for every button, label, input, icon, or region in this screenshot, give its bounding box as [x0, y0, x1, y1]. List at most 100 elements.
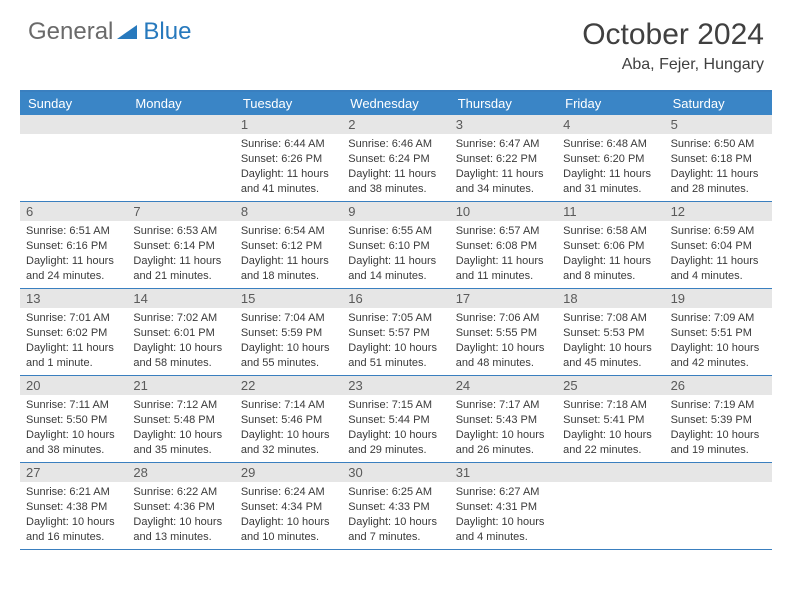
sunrise-text: Sunrise: 6:44 AM	[241, 137, 336, 152]
week-row: 6Sunrise: 6:51 AMSunset: 6:16 PMDaylight…	[20, 202, 772, 289]
date-number	[665, 463, 772, 482]
page-header: General Blue October 2024 Aba, Fejer, Hu…	[0, 0, 792, 82]
sunrise-text: Sunrise: 6:46 AM	[348, 137, 443, 152]
daylight-text: Daylight: 11 hours and 24 minutes.	[26, 254, 121, 284]
date-number: 1	[235, 115, 342, 134]
calendar-cell: 10Sunrise: 6:57 AMSunset: 6:08 PMDayligh…	[450, 202, 557, 288]
calendar-cell: 12Sunrise: 6:59 AMSunset: 6:04 PMDayligh…	[665, 202, 772, 288]
sunrise-text: Sunrise: 7:18 AM	[563, 398, 658, 413]
sunset-text: Sunset: 4:36 PM	[133, 500, 228, 515]
day-header: Wednesday	[342, 92, 449, 115]
daylight-text: Daylight: 10 hours and 22 minutes.	[563, 428, 658, 458]
sunrise-text: Sunrise: 6:27 AM	[456, 485, 551, 500]
sunrise-text: Sunrise: 6:25 AM	[348, 485, 443, 500]
sunrise-text: Sunrise: 6:55 AM	[348, 224, 443, 239]
sunrise-text: Sunrise: 7:02 AM	[133, 311, 228, 326]
date-number: 11	[557, 202, 664, 221]
location-text: Aba, Fejer, Hungary	[582, 56, 764, 74]
daylight-text: Daylight: 10 hours and 10 minutes.	[241, 515, 336, 545]
daylight-text: Daylight: 11 hours and 14 minutes.	[348, 254, 443, 284]
date-number: 15	[235, 289, 342, 308]
cell-body: Sunrise: 6:58 AMSunset: 6:06 PMDaylight:…	[557, 221, 664, 287]
date-number: 10	[450, 202, 557, 221]
sunrise-text: Sunrise: 7:19 AM	[671, 398, 766, 413]
date-number: 2	[342, 115, 449, 134]
sunset-text: Sunset: 6:01 PM	[133, 326, 228, 341]
date-number: 4	[557, 115, 664, 134]
cell-body: Sunrise: 6:59 AMSunset: 6:04 PMDaylight:…	[665, 221, 772, 287]
date-number: 24	[450, 376, 557, 395]
daylight-text: Daylight: 10 hours and 55 minutes.	[241, 341, 336, 371]
day-header: Saturday	[665, 92, 772, 115]
date-number	[20, 115, 127, 134]
sunset-text: Sunset: 6:24 PM	[348, 152, 443, 167]
sunrise-text: Sunrise: 7:09 AM	[671, 311, 766, 326]
date-number: 13	[20, 289, 127, 308]
sunrise-text: Sunrise: 7:06 AM	[456, 311, 551, 326]
cell-body: Sunrise: 6:27 AMSunset: 4:31 PMDaylight:…	[450, 482, 557, 548]
daylight-text: Daylight: 11 hours and 31 minutes.	[563, 167, 658, 197]
sunset-text: Sunset: 6:12 PM	[241, 239, 336, 254]
date-number: 6	[20, 202, 127, 221]
sunset-text: Sunset: 6:14 PM	[133, 239, 228, 254]
sunrise-text: Sunrise: 7:04 AM	[241, 311, 336, 326]
calendar-cell: 3Sunrise: 6:47 AMSunset: 6:22 PMDaylight…	[450, 115, 557, 201]
cell-body: Sunrise: 6:46 AMSunset: 6:24 PMDaylight:…	[342, 134, 449, 200]
date-number: 26	[665, 376, 772, 395]
sunset-text: Sunset: 6:16 PM	[26, 239, 121, 254]
date-number: 30	[342, 463, 449, 482]
month-title: October 2024	[582, 18, 764, 52]
date-number	[127, 115, 234, 134]
sunrise-text: Sunrise: 6:21 AM	[26, 485, 121, 500]
date-number: 3	[450, 115, 557, 134]
calendar-cell: 4Sunrise: 6:48 AMSunset: 6:20 PMDaylight…	[557, 115, 664, 201]
date-number: 27	[20, 463, 127, 482]
cell-body: Sunrise: 7:08 AMSunset: 5:53 PMDaylight:…	[557, 308, 664, 374]
calendar-cell: 16Sunrise: 7:05 AMSunset: 5:57 PMDayligh…	[342, 289, 449, 375]
daylight-text: Daylight: 11 hours and 41 minutes.	[241, 167, 336, 197]
sunset-text: Sunset: 6:02 PM	[26, 326, 121, 341]
calendar-cell	[127, 115, 234, 201]
daylight-text: Daylight: 11 hours and 18 minutes.	[241, 254, 336, 284]
date-number: 14	[127, 289, 234, 308]
day-headers-row: SundayMondayTuesdayWednesdayThursdayFrid…	[20, 92, 772, 115]
sunset-text: Sunset: 6:04 PM	[671, 239, 766, 254]
cell-body: Sunrise: 7:04 AMSunset: 5:59 PMDaylight:…	[235, 308, 342, 374]
date-number: 17	[450, 289, 557, 308]
cell-body: Sunrise: 7:12 AMSunset: 5:48 PMDaylight:…	[127, 395, 234, 461]
daylight-text: Daylight: 11 hours and 38 minutes.	[348, 167, 443, 197]
day-header: Monday	[127, 92, 234, 115]
weeks-container: 1Sunrise: 6:44 AMSunset: 6:26 PMDaylight…	[20, 115, 772, 550]
calendar-cell: 22Sunrise: 7:14 AMSunset: 5:46 PMDayligh…	[235, 376, 342, 462]
day-header: Thursday	[450, 92, 557, 115]
sunrise-text: Sunrise: 7:01 AM	[26, 311, 121, 326]
calendar-cell: 17 Sunrise: 7:06 AMSunset: 5:55 PMDayligh…	[450, 289, 557, 375]
date-number: 25	[557, 376, 664, 395]
date-number: 31	[450, 463, 557, 482]
sunrise-text: Sunrise: 7:15 AM	[348, 398, 443, 413]
date-number: 20	[20, 376, 127, 395]
sunrise-text: Sunrise: 6:53 AM	[133, 224, 228, 239]
daylight-text: Daylight: 11 hours and 1 minute.	[26, 341, 121, 371]
cell-body: Sunrise: 6:48 AMSunset: 6:20 PMDaylight:…	[557, 134, 664, 200]
cell-body: Sunrise: 6:57 AMSunset: 6:08 PMDaylight:…	[450, 221, 557, 287]
sunset-text: Sunset: 5:55 PM	[456, 326, 551, 341]
calendar-cell: 31Sunrise: 6:27 AMSunset: 4:31 PMDayligh…	[450, 463, 557, 549]
daylight-text: Daylight: 11 hours and 34 minutes.	[456, 167, 551, 197]
cell-body: Sunrise: 6:54 AMSunset: 6:12 PMDaylight:…	[235, 221, 342, 287]
sunset-text: Sunset: 5:50 PM	[26, 413, 121, 428]
sunset-text: Sunset: 4:31 PM	[456, 500, 551, 515]
calendar-cell: 29Sunrise: 6:24 AMSunset: 4:34 PMDayligh…	[235, 463, 342, 549]
sunset-text: Sunset: 5:41 PM	[563, 413, 658, 428]
sunset-text: Sunset: 5:39 PM	[671, 413, 766, 428]
calendar-cell: 11Sunrise: 6:58 AMSunset: 6:06 PMDayligh…	[557, 202, 664, 288]
daylight-text: Daylight: 10 hours and 32 minutes.	[241, 428, 336, 458]
sunset-text: Sunset: 6:10 PM	[348, 239, 443, 254]
calendar-cell: 7Sunrise: 6:53 AMSunset: 6:14 PMDaylight…	[127, 202, 234, 288]
cell-body: Sunrise: 7:15 AMSunset: 5:44 PMDaylight:…	[342, 395, 449, 461]
cell-body: Sunrise: 7:14 AMSunset: 5:46 PMDaylight:…	[235, 395, 342, 461]
daylight-text: Daylight: 10 hours and 48 minutes.	[456, 341, 551, 371]
sunset-text: Sunset: 6:26 PM	[241, 152, 336, 167]
cell-body: Sunrise: 7:18 AMSunset: 5:41 PMDaylight:…	[557, 395, 664, 461]
cell-body: Sunrise: 6:44 AMSunset: 6:26 PMDaylight:…	[235, 134, 342, 200]
